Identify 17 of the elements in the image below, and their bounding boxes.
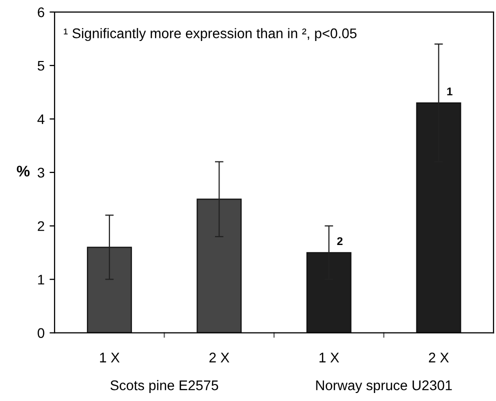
y-tick-label: 6 [38, 7, 44, 18]
y-tick-label: 0 [38, 328, 44, 338]
x-tick-label: 1 X [100, 352, 120, 362]
y-tick-label: 3 [38, 168, 44, 178]
y-tick-label: 2 [38, 221, 44, 231]
y-tick-label: 4 [37, 114, 44, 124]
x-tick-label: 2 X [428, 352, 449, 362]
y-axis-title: % [16, 166, 30, 176]
annotation: ¹ Significantly more expression than in ², p<0.05 [64, 28, 357, 42]
x-tick-label: 1 X [320, 352, 340, 362]
text: Norway spruce U2301 [316, 380, 452, 393]
x-tick-label: 2 X [209, 352, 230, 362]
y-tick-label: 1 [38, 274, 44, 284]
text: Scots pine E2575 [110, 380, 218, 393]
y-tick-label: 5 [38, 60, 44, 71]
annotation: 2 [337, 237, 343, 245]
annotation: 1 [447, 88, 452, 96]
